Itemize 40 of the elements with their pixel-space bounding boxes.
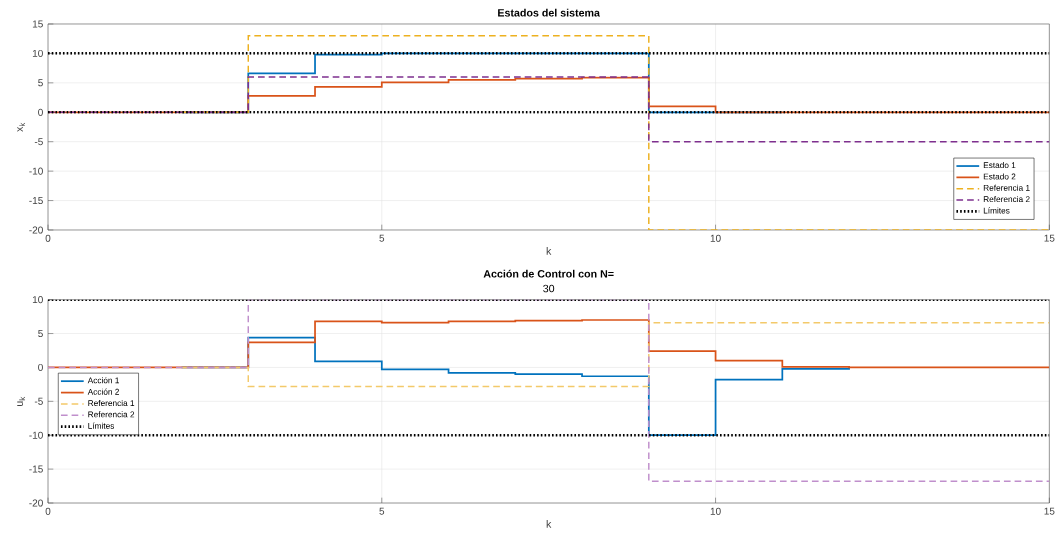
y-tick-label: -20	[29, 226, 43, 234]
legend-label: Límites	[88, 422, 115, 429]
y-tick-label: 0	[38, 108, 43, 116]
y-axis-title: x$_{k}$	[17, 122, 26, 132]
y-tick-label: -10	[29, 167, 43, 175]
x-axis-title: k	[546, 246, 552, 255]
y-tick-label: -5	[34, 397, 43, 405]
x-tick-label: 15	[1044, 234, 1055, 242]
y-tick-label: 5	[38, 79, 43, 87]
chart-subtitle: 30	[543, 284, 555, 293]
legend-label: Referencia 1	[88, 399, 135, 407]
y-tick-label: 15	[32, 20, 43, 28]
legend-label: Referencia 1	[983, 184, 1030, 191]
legend-label: Referencia 2	[983, 196, 1030, 203]
x-tick-label: 5	[379, 234, 385, 242]
y-tick-label: -15	[29, 197, 43, 205]
y-tick-label: 0	[38, 363, 43, 371]
y-tick-label: 10	[32, 296, 43, 304]
legend-label: Acción 1	[87, 377, 119, 384]
x-tick-label: 10	[710, 234, 721, 242]
x-tick-label: 15	[1044, 507, 1055, 515]
y-tick-label: -20	[29, 499, 43, 507]
x-tick-label: 5	[379, 507, 385, 515]
y-tick-label: -15	[29, 465, 43, 473]
legend-label: Estado 2	[983, 173, 1016, 180]
legend-label: Estado 1	[983, 162, 1016, 169]
legend-label: Límites	[983, 207, 1010, 214]
y-tick-label: 10	[32, 49, 43, 57]
legend-label: Acción 2	[87, 388, 119, 395]
y-tick-label: -10	[29, 431, 43, 439]
x-axis-title: k	[546, 519, 552, 528]
legend-label: Referencia 2	[88, 411, 135, 418]
x-tick-label: 0	[45, 507, 51, 515]
y-tick-label: 5	[38, 330, 43, 338]
chart-title: Acción de Control con N=	[483, 269, 614, 278]
chart-title: Estados del sistema	[498, 8, 601, 17]
x-tick-label: 0	[45, 234, 51, 242]
y-axis-title: u$_{k}$	[17, 396, 26, 406]
y-tick-label: -5	[34, 138, 43, 146]
x-tick-label: 10	[710, 507, 721, 515]
